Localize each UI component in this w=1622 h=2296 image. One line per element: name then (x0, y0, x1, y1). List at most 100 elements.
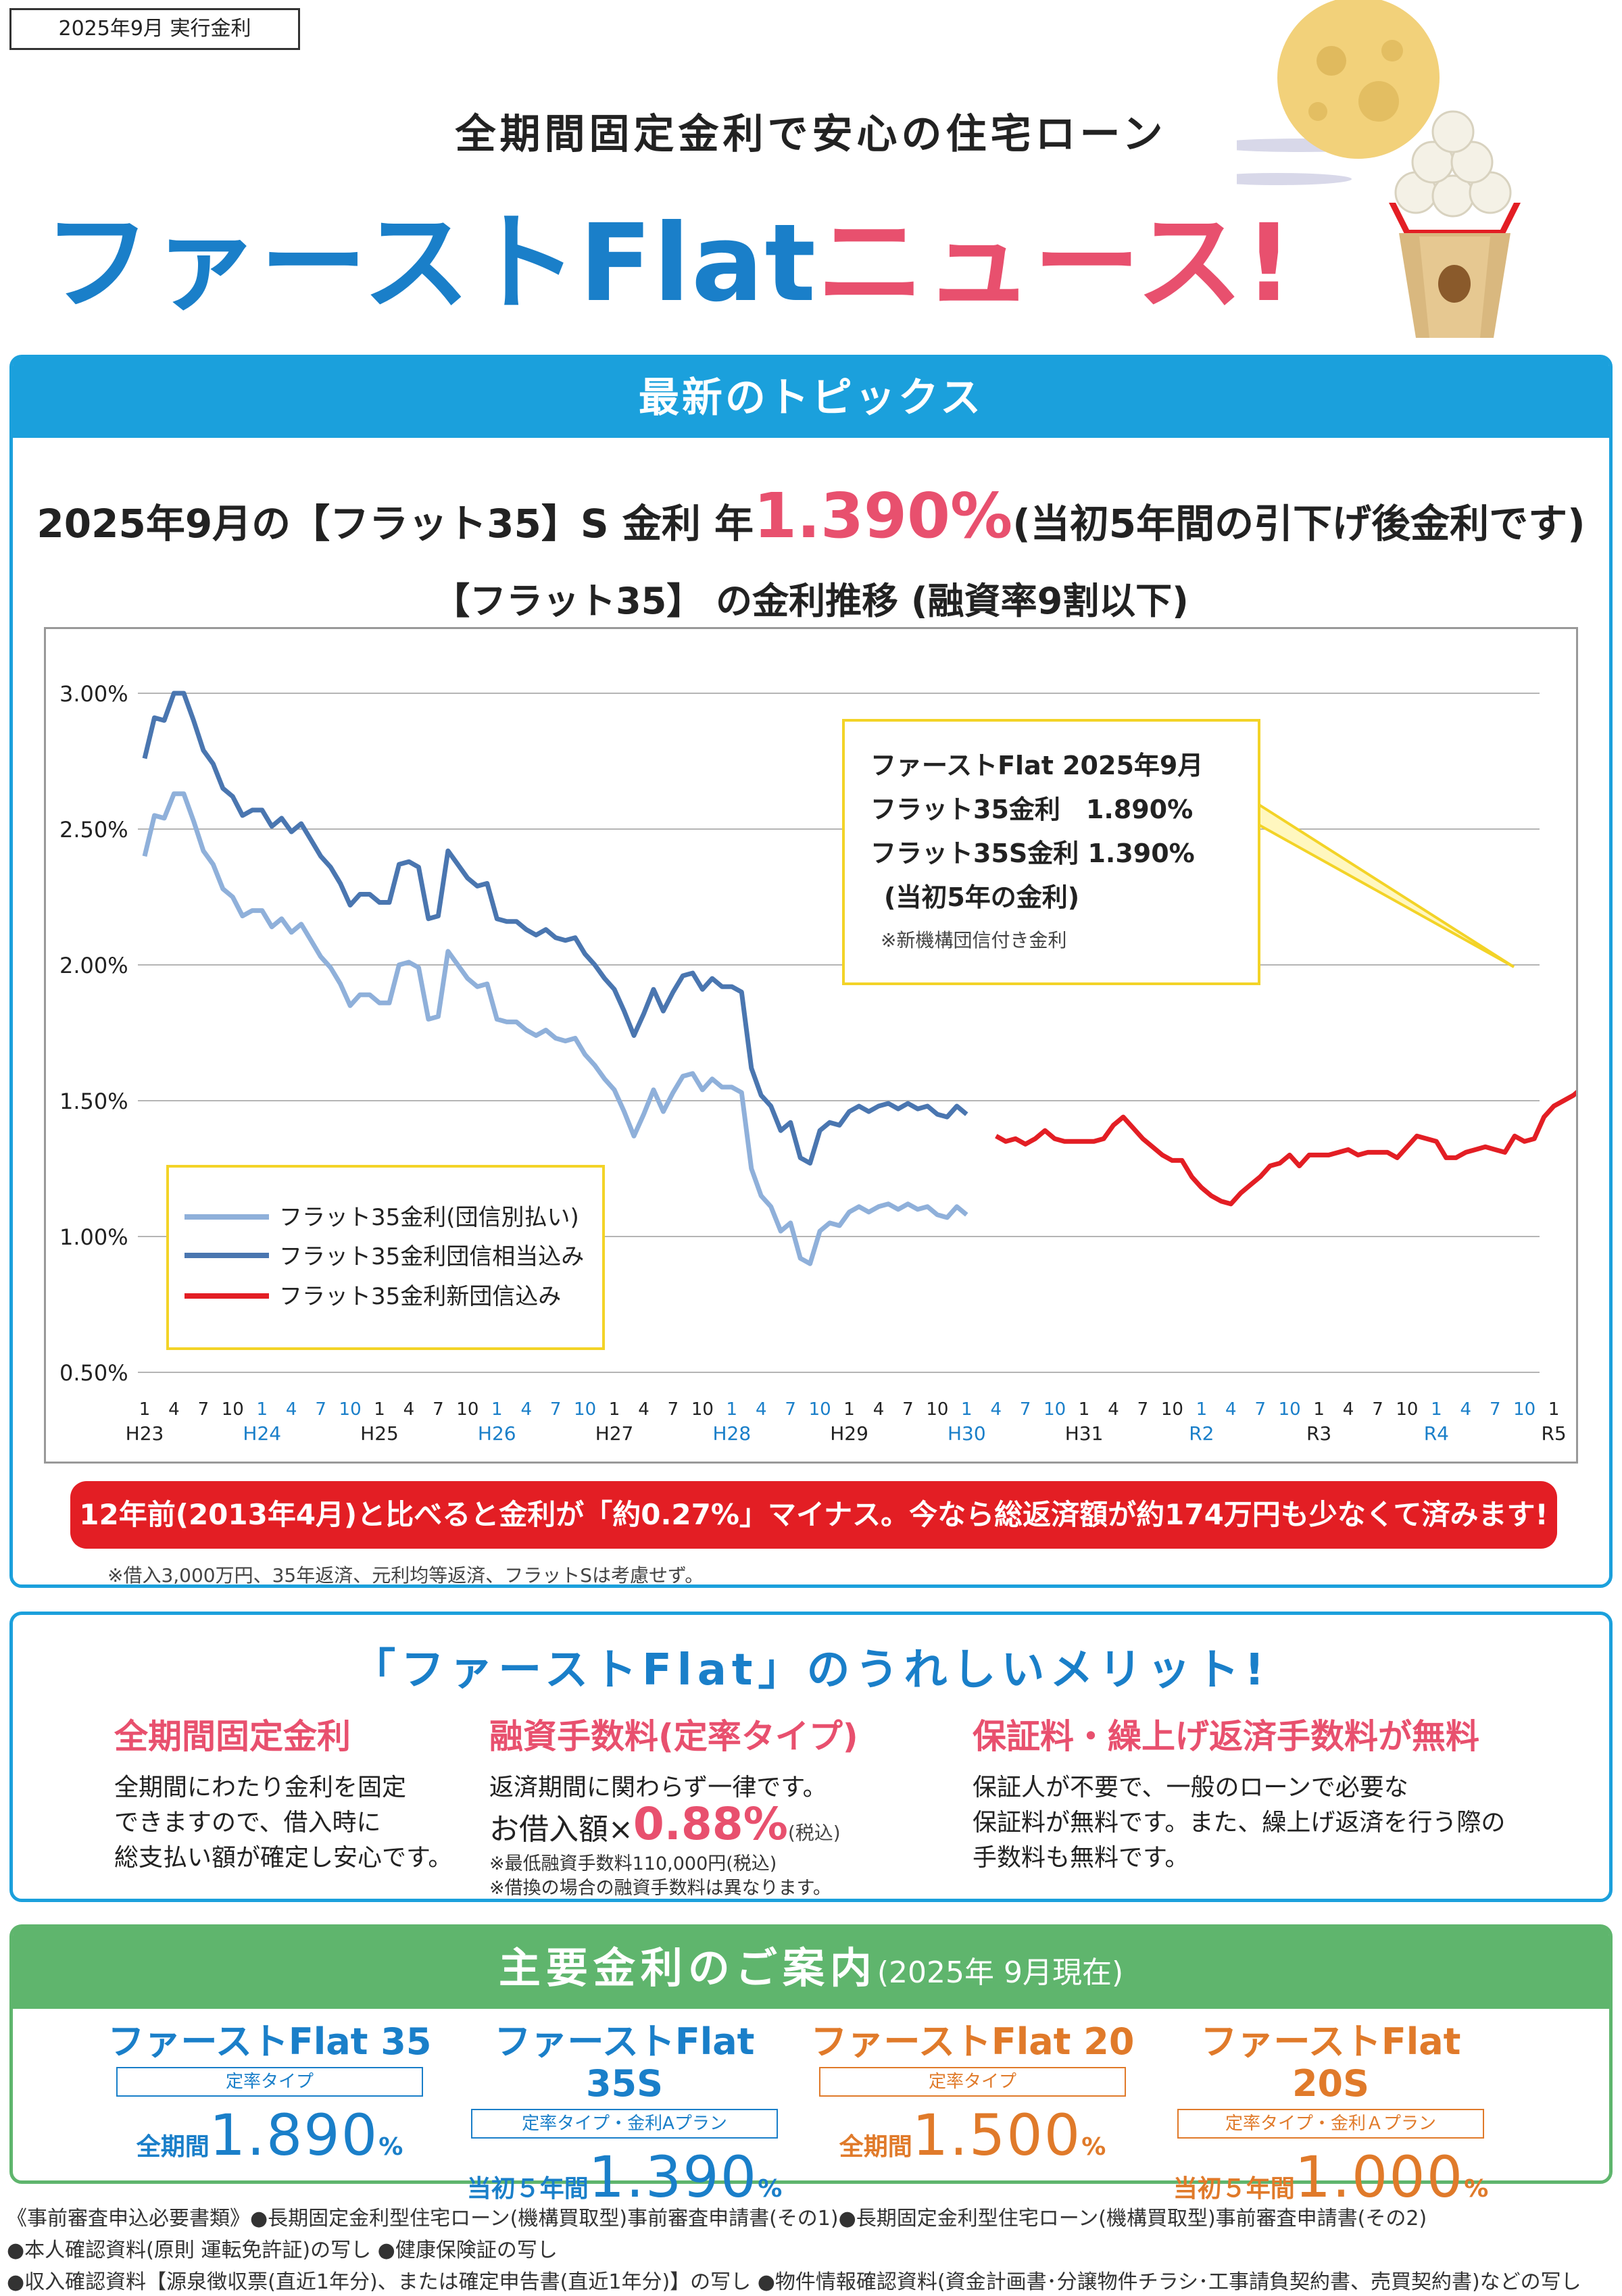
x-tick-label: 7 (433, 1399, 444, 1420)
x-tick-label: 1 (1548, 1399, 1560, 1420)
rate-chart: 0.50% 1.00% 1.50% 2.00% 2.50% 3.00% 1 4 7 10 1 4 7 10… (44, 627, 1622, 1464)
x-tick-label: 7 (550, 1399, 562, 1420)
merit-fee-heading: 融資手数料(定率タイプ) (489, 1717, 858, 1756)
product-flat35s: ファーストFlat 35S 定率タイプ・金利Aプラン 当初５年間1.390% (456, 2020, 793, 2211)
product-rate-value: 1.890 (209, 2102, 379, 2168)
rates-title: 主要金利のご案内 (498, 1943, 877, 1993)
callout-line1: ファーストFlat 2025年9月 (870, 751, 1203, 780)
x-tick-label: 4 (403, 1399, 415, 1420)
product-flat20s: ファーストFlat 20S 定率タイプ・金利Ａプラン 当初５年間1.000% (1162, 2021, 1500, 2211)
x-year-label: H25 (360, 1422, 399, 1445)
product-rate: 当初５年間1.000% (1162, 2144, 1500, 2210)
x-tick-label: 1 (1196, 1399, 1208, 1420)
subtitle: 全期間固定金利で安心の住宅ローン (455, 111, 1167, 158)
callout-line4: (当初5年の金利) (884, 882, 1079, 912)
x-tick-label: 10 (574, 1399, 596, 1420)
chart-series (142, 691, 1622, 1266)
merits-panel: 「ファーストFlat」のうれしいメリット! 全期間固定金利 全期間にわたり金利を… (9, 1612, 1613, 1902)
x-tick-label: 7 (198, 1399, 210, 1420)
callout-note: ※新機構団信付き金利 (881, 929, 1066, 951)
series-line-red (995, 1048, 1622, 1207)
x-tick-label: 1 (374, 1399, 385, 1420)
product-rate-unit: % (378, 2133, 403, 2161)
x-tick-label: 4 (286, 1399, 297, 1420)
rate-suffix: (当初5年間の引下げ後金利です) (1012, 501, 1586, 547)
product-rate-value: 1.390 (588, 2144, 758, 2210)
x-year-label: H28 (712, 1422, 751, 1445)
merit-fee: 融資手数料(定率タイプ) 返済期間に関わらず一律です。 お借入額×0.88%(税… (489, 1709, 922, 1901)
merit-free-fees-heading: 保証料・繰上げ返済手数料が無料 (973, 1717, 1479, 1756)
topics-panel: 最新のトピックス 2025年9月の【フラット35】S 金利 年1.390%(当初… (9, 355, 1622, 1588)
merits-title: 「ファーストFlat」のうれしいメリット! (352, 1645, 1270, 1695)
fee-tax: (税込) (787, 1822, 841, 1844)
x-tick-label: 7 (1020, 1399, 1031, 1420)
x-year-label: H30 (948, 1422, 986, 1445)
product-name: ファーストFlat 20 (810, 2020, 1135, 2063)
y-tick-label: 0.50% (59, 1360, 128, 1386)
topics-heading: 最新のトピックス (13, 358, 1609, 438)
fee-percent: 0.88% (633, 1798, 788, 1850)
product-name: ファーストFlat 35S (494, 2020, 755, 2105)
x-tick-label: 4 (168, 1399, 180, 1420)
x-tick-label: 7 (785, 1399, 796, 1420)
title-blue: ファーストFlat (43, 201, 818, 326)
savings-note: ※借入3,000万円、35年返済、元利均等返済、フラットSは考慮せず。 (107, 1564, 704, 1587)
legend-label-dark: フラット35金利団信相当込み (279, 1243, 584, 1270)
savings-banner: 12年前(2013年4月)と比べると金利が「約0.27%」マイナス。今なら総返済… (70, 1481, 1557, 1549)
legend-label-red: フラット35金利新団信込み (279, 1283, 561, 1310)
y-tick-label: 2.50% (59, 817, 128, 843)
page-title: ファーストFlatニュース! (0, 203, 1338, 324)
x-tick-label: 7 (1490, 1399, 1501, 1420)
x-tick-label: 7 (902, 1399, 914, 1420)
x-tick-label: 10 (456, 1399, 478, 1420)
merit-free-fees: 保証料・繰上げ返済手数料が無料 保証人が不要で、一般のローンで必要な 保証料が無… (973, 1709, 1594, 1876)
product-flat35: ファーストFlat 35 定率タイプ 全期間1.890% (101, 2021, 439, 2169)
x-tick-label: 4 (520, 1399, 532, 1420)
series-line-dark (142, 691, 968, 1166)
fee-note-2: ※借換の場合の融資手数料は異なります。 (489, 1878, 831, 1899)
x-tick-label: 10 (339, 1399, 362, 1420)
x-tick-label: 4 (1225, 1399, 1237, 1420)
rate-chart-svg: 0.50%1.00%1.50%2.00%2.50%3.00%1 4 7 10 1 4 7 10… (59, 681, 1622, 1445)
x-tick-label: 1 (961, 1399, 973, 1420)
x-tick-label: 1 (1313, 1399, 1325, 1420)
y-tick-label: 1.50% (59, 1089, 128, 1114)
product-period: 当初５年間 (1173, 2175, 1295, 2203)
product-rate-unit: % (1081, 2133, 1106, 2161)
x-tick-label: 1 (1431, 1399, 1442, 1420)
product-rate-unit: % (758, 2175, 783, 2203)
x-tick-label: 10 (1043, 1399, 1066, 1420)
fee-prefix: お借入額× (489, 1812, 633, 1847)
x-tick-label: 7 (315, 1399, 326, 1420)
rate-value: 1.390% (754, 480, 1013, 552)
y-tick-label: 2.00% (59, 953, 128, 978)
product-type: 定率タイプ (819, 2067, 1126, 2097)
x-tick-label: 7 (1372, 1399, 1383, 1420)
x-year-label: R4 (1424, 1422, 1449, 1445)
chart-title: 【フラット35】 の金利推移 (融資率9割以下) (433, 580, 1189, 622)
x-year-label: H24 (243, 1422, 281, 1445)
x-tick-label: 1 (727, 1399, 738, 1420)
moon-and-dango-illustration (1237, 0, 1521, 338)
legend-label-light: フラット35金利(団信別払い) (279, 1204, 579, 1231)
product-rate-value: 1.000 (1294, 2144, 1465, 2210)
date-tag: 2025年9月 実行金利 (9, 8, 300, 50)
y-tick-label: 3.00% (59, 681, 128, 707)
x-tick-label: 4 (1108, 1399, 1119, 1420)
product-type: 定率タイプ・金利Aプラン (471, 2109, 778, 2139)
rates-panel: 主要金利のご案内(2025年 9月現在) ファーストFlat 35 定率タイプ … (9, 1924, 1613, 2210)
x-tick-label: 10 (222, 1399, 244, 1420)
merit-fixed-rate-text: 全期間にわたり金利を固定 できますので、借入時に 総支払い額が確定し安心です。 (114, 1774, 453, 1872)
x-tick-label: 10 (691, 1399, 714, 1420)
product-period: 全期間 (839, 2133, 912, 2161)
x-year-label: H27 (595, 1422, 634, 1445)
x-tick-label: 1 (256, 1399, 268, 1420)
product-rate: 全期間1.890% (101, 2102, 439, 2168)
x-year-label: H26 (478, 1422, 516, 1445)
product-type: 定率タイプ・金利Ａプラン (1177, 2109, 1484, 2139)
x-tick-label: 7 (1137, 1399, 1149, 1420)
x-tick-label: 10 (1279, 1399, 1301, 1420)
x-tick-label: 1 (1079, 1399, 1090, 1420)
rates-title-sub: (2025年 9月現在) (877, 1955, 1124, 1990)
merit-fixed-rate-heading: 全期間固定金利 (114, 1717, 351, 1756)
